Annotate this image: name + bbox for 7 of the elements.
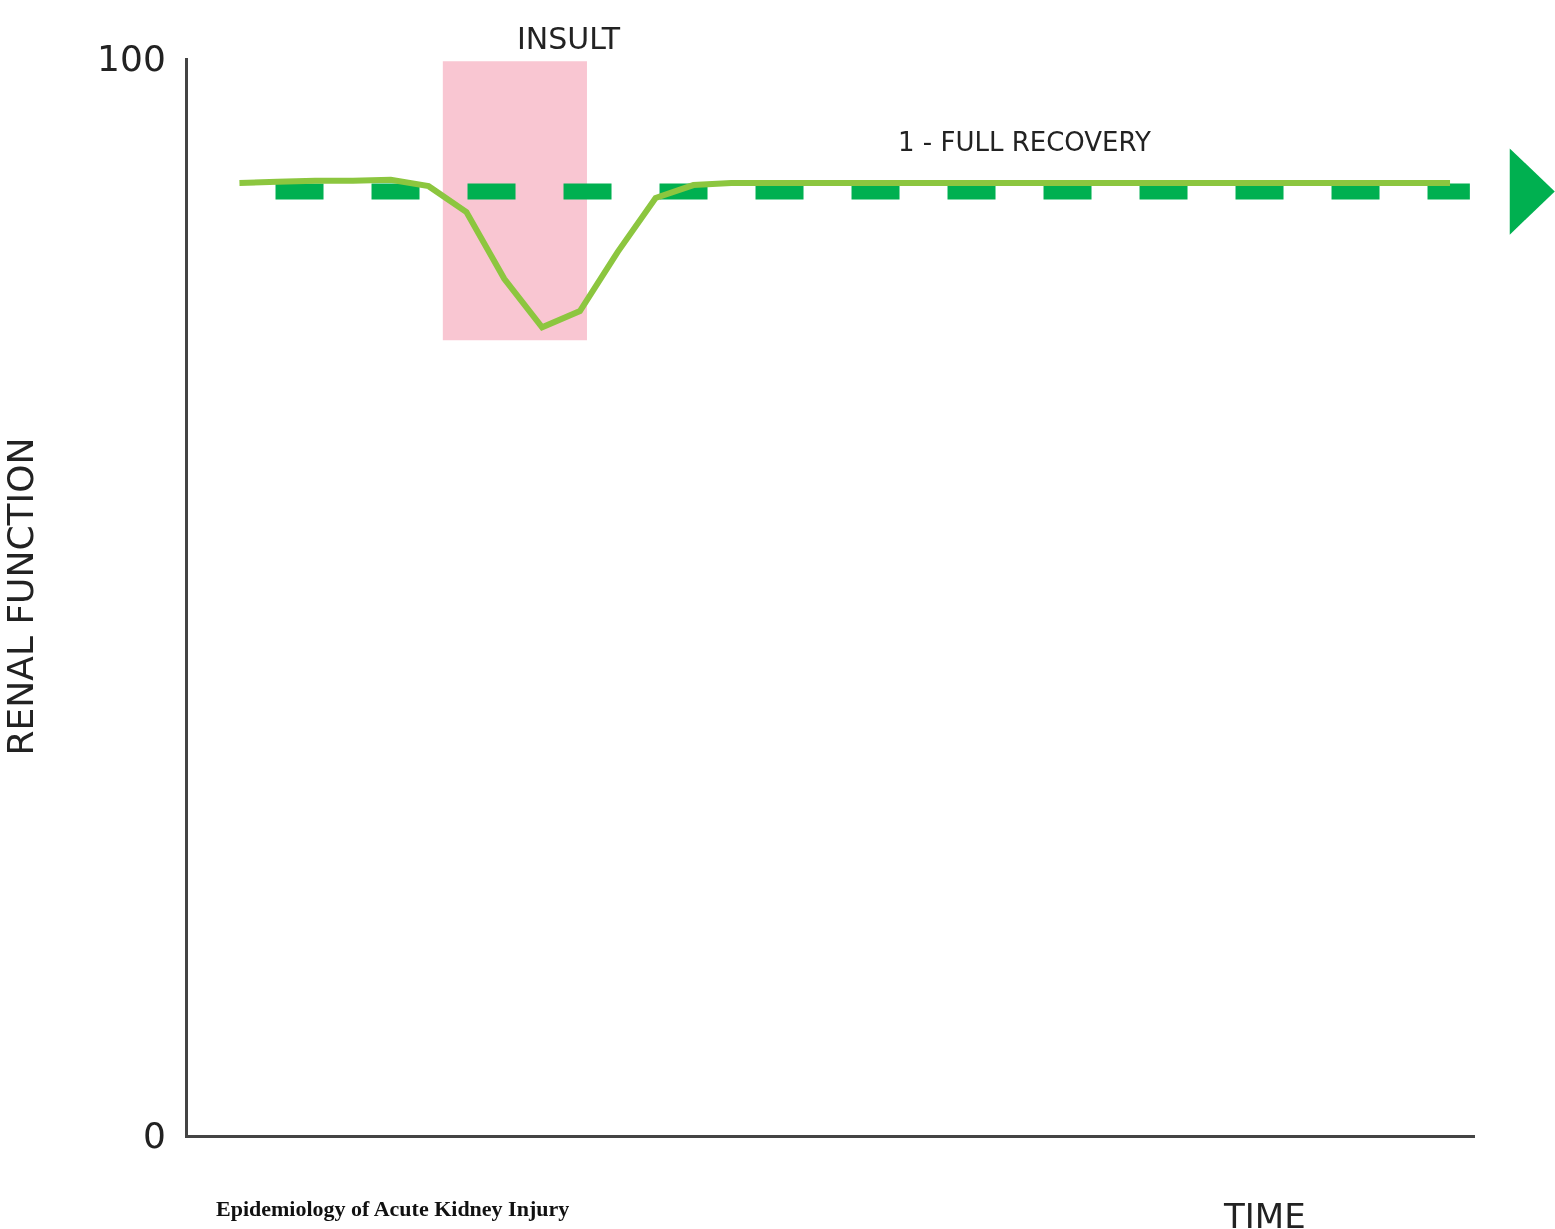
y-axis-title: RENAL FUNCTION	[0, 437, 41, 756]
x-axis-title: TIME	[1223, 1196, 1306, 1229]
y-tick-label: 0	[142, 1114, 166, 1156]
text: Epidemiology of Acute Kidney Injury	[216, 1196, 570, 1221]
y-tick-label: 100	[97, 37, 166, 79]
ref-line-label: 1 - FULL RECOVERY	[898, 127, 1151, 157]
text: INSULT	[517, 21, 621, 56]
